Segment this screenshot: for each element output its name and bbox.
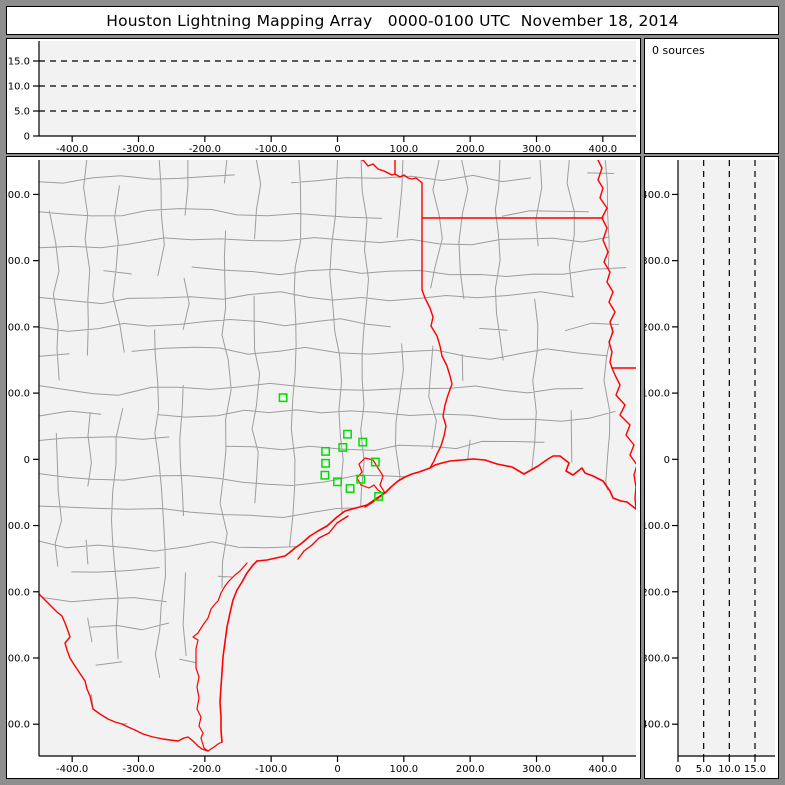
page-title: Houston Lightning Mapping Array 0000-010… <box>106 11 679 30</box>
y-axis-tick-label: 400.0 <box>645 190 670 201</box>
x-axis-tick-label: -100.0 <box>255 764 287 775</box>
plan-view-map-panel: 400.0 300.0 200.0 100.0 0 -100.0 -200.0 -300.0 -… <box>6 156 641 779</box>
mississippi-river-upper <box>597 160 616 369</box>
y-axis-tick-label: 200.0 <box>7 322 30 333</box>
y-axis-tick-label: -300.0 <box>7 653 30 664</box>
station-marker <box>321 446 331 456</box>
station-marker <box>345 484 355 493</box>
station-marker <box>320 470 330 480</box>
y-axis-tick-label: 0 <box>24 132 30 143</box>
x-axis-tick-label: -400.0 <box>56 144 88 153</box>
y-axis-tick-label: 200.0 <box>645 322 670 333</box>
x-axis-tick-label: 400.0 <box>589 764 618 775</box>
y-axis-tick-label: 100.0 <box>7 389 30 400</box>
station-marker <box>370 457 380 467</box>
y-axis-tick-label: -300.0 <box>645 653 670 664</box>
map-layers <box>39 160 636 752</box>
y-axis-tick-label: -200.0 <box>7 587 30 598</box>
state-border-lines <box>39 160 636 752</box>
galveston-bay-outline <box>356 457 386 494</box>
x-axis-tick-label: 15.0 <box>744 764 766 775</box>
title-bar: Houston Lightning Mapping Array 0000-010… <box>6 6 779 35</box>
x-axis-tick-label: -300.0 <box>122 144 154 153</box>
y-axis-tick-label: 15.0 <box>8 57 30 68</box>
padre-island-barrier <box>219 560 258 743</box>
map-plot[interactable]: 400.0 300.0 200.0 100.0 0 -100.0 -200.0 -300.0 -… <box>7 157 640 778</box>
station-markers <box>278 393 384 501</box>
x-axis-tick-label: -100.0 <box>255 144 287 153</box>
x-axis-tick-label: 100.0 <box>390 144 419 153</box>
mississippi-river-lower <box>611 367 636 510</box>
y-axis-tick-label: 5.0 <box>14 107 30 118</box>
station-marker <box>321 458 331 468</box>
galveston-island <box>364 495 382 508</box>
station-marker <box>356 474 366 484</box>
x-axis-tick-label: 0 <box>334 764 340 775</box>
altitude-vs-eastwest-panel: 0 5.0 10.0 15.0 -400.0 -300.0 -200.0 -100.0 0 100… <box>6 38 641 154</box>
y-axis-tick-label: 400.0 <box>7 190 30 201</box>
altitude-ew-plot[interactable]: 0 5.0 10.0 15.0 -400.0 -300.0 -200.0 -100.0 0 100… <box>7 39 640 153</box>
x-axis-tick-label: 0 <box>675 764 681 775</box>
y-axis-tick-label: 100.0 <box>645 389 670 400</box>
altitude-ew-plot-area[interactable] <box>39 41 636 136</box>
y-axis-tick-label: -400.0 <box>7 720 30 731</box>
red-river-tx-ok-border <box>360 160 423 184</box>
x-axis-tick-label: 200.0 <box>456 144 485 153</box>
map-plot-area[interactable] <box>39 160 636 756</box>
y-axis-tick-label: 300.0 <box>7 256 30 267</box>
x-axis-tick-label: 200.0 <box>456 764 485 775</box>
x-axis-tick-label: 5.0 <box>696 764 712 775</box>
sources-count-label: 0 sources <box>652 44 705 57</box>
altitude-vs-northsouth-panel: 400.0 300.0 200.0 100.0 0 -100.0 -200.0 -300.0 -… <box>644 156 779 779</box>
x-axis-tick-label: -400.0 <box>56 764 88 775</box>
x-axis-tick-label: -200.0 <box>189 764 221 775</box>
x-axis-tick-label: 300.0 <box>522 764 551 775</box>
x-axis-tick-label: 10.0 <box>718 764 740 775</box>
laguna-madre-mainland-shore <box>192 562 248 752</box>
matagorda-barrier-island <box>297 515 349 560</box>
station-marker <box>338 442 348 452</box>
sources-count-panel: 0 sources <box>644 38 779 154</box>
x-axis-tick-label: 0 <box>334 144 340 153</box>
y-axis-tick-label: 0 <box>24 455 30 466</box>
y-axis-tick-label: 10.0 <box>8 82 30 93</box>
altitude-ns-plot-area[interactable] <box>678 160 775 756</box>
y-axis-tick-label: 0 <box>664 455 670 466</box>
station-marker <box>333 477 342 487</box>
y-axis-tick-label: -100.0 <box>645 521 670 532</box>
louisiana-coastline <box>429 455 636 510</box>
x-axis-tick-label: -200.0 <box>189 144 221 153</box>
y-axis-tick-label: -200.0 <box>645 587 670 598</box>
station-marker <box>278 393 288 403</box>
y-axis-tick-label: -100.0 <box>7 521 30 532</box>
station-marker <box>343 429 352 439</box>
x-axis-tick-label: -300.0 <box>122 764 154 775</box>
y-axis-tick-label: 300.0 <box>645 256 670 267</box>
x-axis-tick-label: 100.0 <box>390 764 419 775</box>
station-marker <box>358 437 368 447</box>
x-axis-tick-label: 300.0 <box>522 144 551 153</box>
altitude-ns-plot[interactable]: 400.0 300.0 200.0 100.0 0 -100.0 -200.0 -300.0 -… <box>645 157 778 778</box>
x-axis-tick-label: 400.0 <box>589 144 618 153</box>
sabine-river-border <box>421 289 453 469</box>
rio-grande-border <box>39 593 209 752</box>
texas-coastline <box>256 467 431 562</box>
y-axis-tick-label: -400.0 <box>645 720 670 731</box>
station-marker <box>374 491 384 501</box>
